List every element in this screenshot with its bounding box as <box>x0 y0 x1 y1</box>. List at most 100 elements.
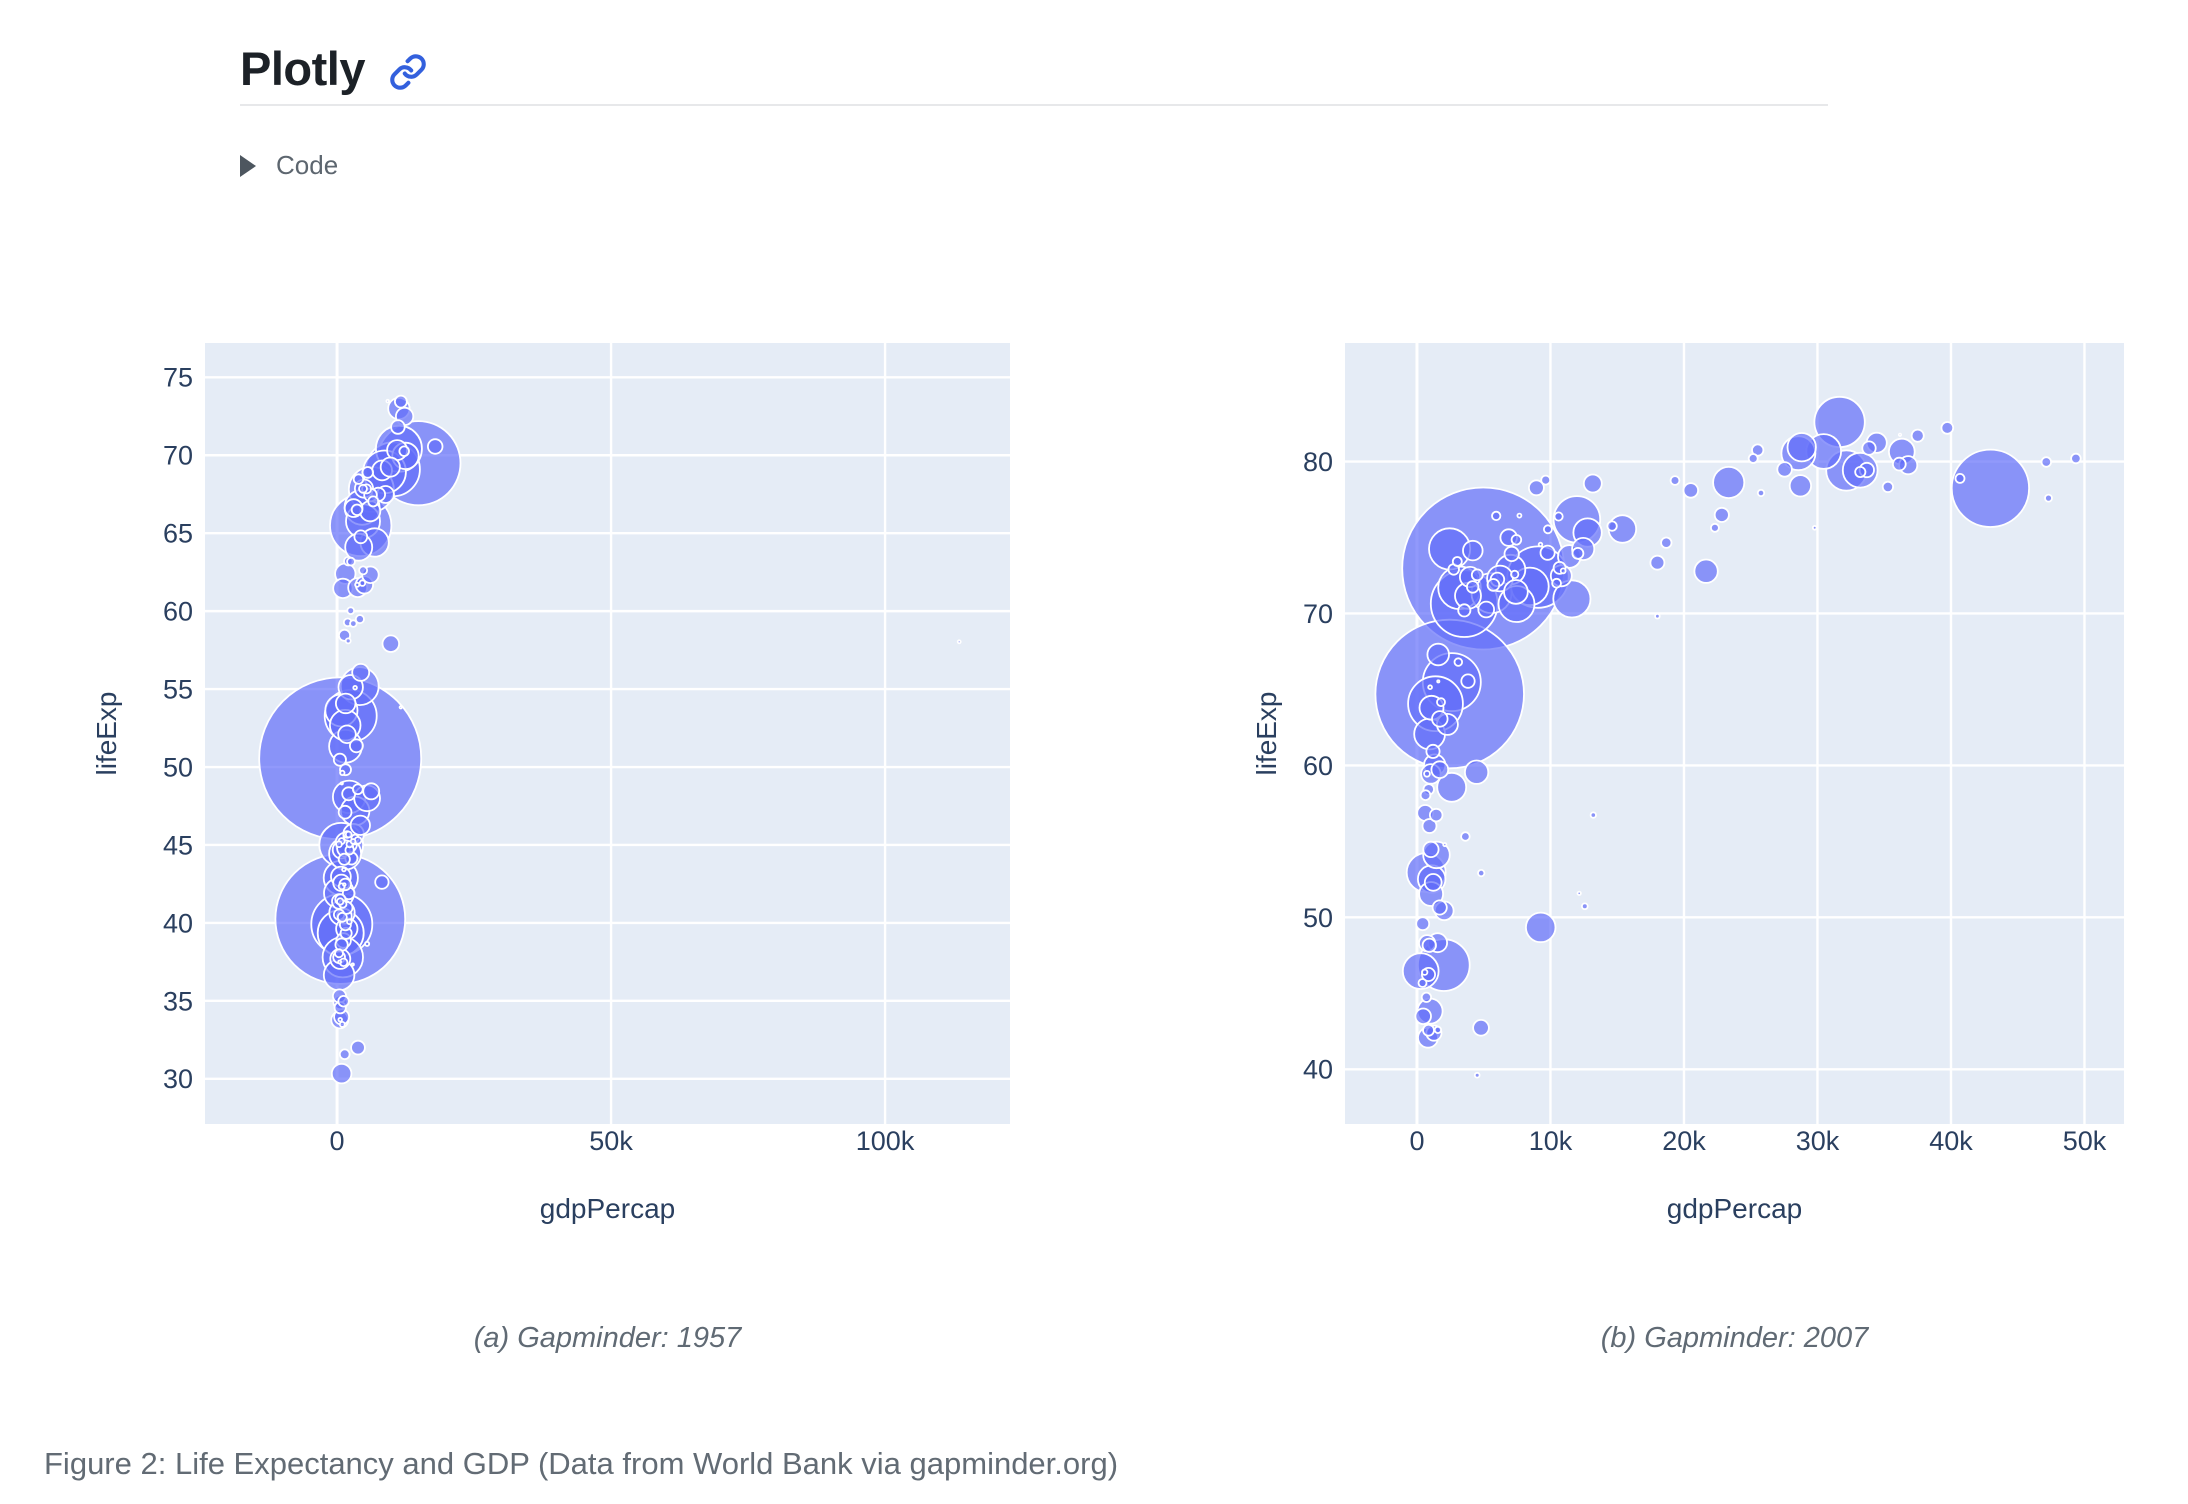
bubble[interactable] <box>1589 811 1597 819</box>
bubble[interactable] <box>350 1039 366 1056</box>
bubble[interactable] <box>332 752 347 767</box>
bubble[interactable] <box>1940 421 1955 435</box>
bubble[interactable] <box>354 581 361 588</box>
bubble[interactable] <box>1712 465 1746 499</box>
bubble[interactable] <box>346 556 356 567</box>
bubble[interactable] <box>1503 545 1520 562</box>
bubble[interactable] <box>1654 613 1661 620</box>
bubble[interactable] <box>1421 818 1438 834</box>
bubble[interactable] <box>1559 567 1567 575</box>
bubble[interactable] <box>1464 759 1490 785</box>
bubble[interactable] <box>1421 937 1437 953</box>
bubble[interactable] <box>1516 512 1523 519</box>
bubble[interactable] <box>1422 1023 1435 1037</box>
bubble[interactable] <box>1910 428 1925 443</box>
bubble[interactable] <box>350 962 355 967</box>
bubble[interactable] <box>344 637 352 645</box>
bubble[interactable] <box>358 565 369 576</box>
bubble[interactable] <box>361 466 375 479</box>
bubble[interactable] <box>1428 807 1444 823</box>
bubble[interactable] <box>1457 603 1472 618</box>
bubble[interactable] <box>337 724 357 745</box>
bubble[interactable] <box>1477 600 1496 619</box>
bubble[interactable] <box>336 911 348 923</box>
bubble[interactable] <box>2070 452 2082 465</box>
bubble[interactable] <box>1551 577 1562 589</box>
bubble[interactable] <box>349 619 358 628</box>
bubble[interactable] <box>1669 475 1681 486</box>
bubble[interactable] <box>1414 1007 1432 1026</box>
bubble[interactable] <box>1419 789 1432 802</box>
bubble[interactable] <box>1462 539 1484 562</box>
bubble[interactable] <box>1422 840 1440 859</box>
bubble[interactable] <box>346 606 356 616</box>
bubble[interactable] <box>1436 697 1446 708</box>
bubble[interactable] <box>1537 541 1544 548</box>
bubble[interactable] <box>353 529 369 545</box>
bubble[interactable] <box>339 769 346 776</box>
bubble[interactable] <box>393 394 408 409</box>
bubble[interactable] <box>390 419 406 435</box>
bubble[interactable] <box>1491 510 1502 521</box>
bubble[interactable] <box>1693 558 1719 584</box>
bubble[interactable] <box>1473 1071 1481 1079</box>
bubble[interactable] <box>1436 771 1468 803</box>
bubble[interactable] <box>1552 579 1592 619</box>
bubble[interactable] <box>1470 568 1484 582</box>
bubble[interactable] <box>374 874 390 890</box>
bubble[interactable] <box>1510 534 1523 546</box>
bubble[interactable] <box>1433 1025 1442 1035</box>
bubble[interactable] <box>348 738 364 754</box>
bubble[interactable] <box>1427 684 1433 691</box>
bubble[interactable] <box>1682 482 1700 499</box>
bubble[interactable] <box>337 852 351 866</box>
bubble[interactable] <box>338 1048 351 1061</box>
bubble[interactable] <box>351 662 371 682</box>
bubble[interactable] <box>1776 461 1793 478</box>
bubble[interactable] <box>381 634 401 653</box>
bubble[interactable] <box>1420 991 1432 1003</box>
bubble[interactable] <box>1425 743 1441 759</box>
bubble[interactable] <box>1540 474 1552 486</box>
bubble-chart-2007[interactable]: 0 10k 20k 30k 40k 50k 40 50 60 70 80 gdpPercap lifeE… <box>1230 330 2188 1250</box>
bubble[interactable] <box>427 438 444 455</box>
bubble[interactable] <box>1421 968 1429 976</box>
bubble[interactable] <box>1465 580 1480 594</box>
bubble[interactable] <box>1571 546 1585 560</box>
bubble[interactable] <box>1954 472 1966 484</box>
bubble[interactable] <box>358 483 368 494</box>
bubble[interactable] <box>1576 890 1582 896</box>
bubble[interactable] <box>352 473 365 485</box>
bubble[interactable] <box>1430 760 1450 780</box>
bubble[interactable] <box>346 918 353 925</box>
bubble[interactable] <box>1417 978 1428 988</box>
bubble[interactable] <box>1582 473 1603 494</box>
bubble[interactable] <box>364 940 371 947</box>
bubble[interactable] <box>1453 657 1463 667</box>
bubble[interactable] <box>1756 488 1766 498</box>
bubble[interactable] <box>2040 456 2053 468</box>
bubble[interactable] <box>1503 579 1529 605</box>
bubble[interactable] <box>1431 899 1448 916</box>
bubble[interactable] <box>1436 679 1441 684</box>
bubble[interactable] <box>1423 769 1431 778</box>
bubble[interactable] <box>1861 440 1877 456</box>
bubble[interactable] <box>1431 710 1449 728</box>
bubble[interactable] <box>337 804 353 820</box>
bubble[interactable] <box>1539 544 1556 561</box>
bubble[interactable] <box>1606 520 1618 532</box>
bubble[interactable] <box>1542 524 1553 535</box>
bubble[interactable] <box>1891 456 1907 472</box>
bubble[interactable] <box>1460 831 1471 842</box>
bubble[interactable] <box>1451 556 1463 567</box>
bubble[interactable] <box>335 692 357 715</box>
bubble[interactable] <box>1510 569 1520 579</box>
bubble[interactable] <box>338 1021 346 1028</box>
bubble[interactable] <box>1442 842 1448 848</box>
bubble[interactable] <box>1423 873 1443 892</box>
bubble[interactable] <box>349 838 357 845</box>
bubble[interactable] <box>358 579 367 587</box>
bubble[interactable] <box>341 866 347 873</box>
bubble[interactable] <box>337 959 343 965</box>
bubble[interactable] <box>367 495 380 508</box>
